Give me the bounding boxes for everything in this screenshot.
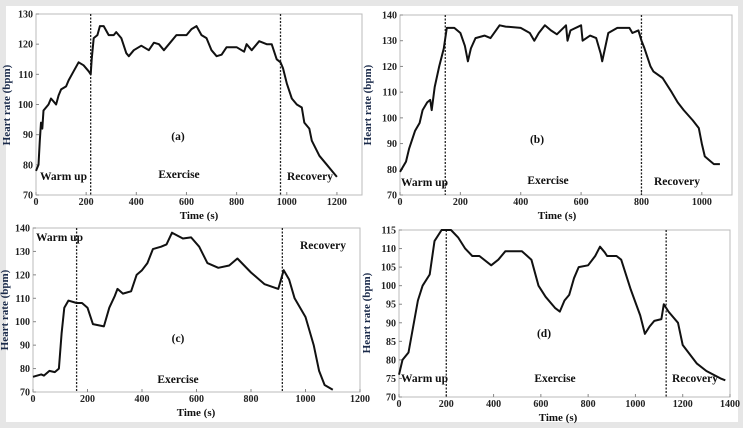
y-axis-label: Heart rate (bpm) <box>0 269 11 350</box>
x-tick-label: 1000 <box>692 197 712 208</box>
x-axis-label: Time (s) <box>539 412 578 424</box>
y-tick-label: 115 <box>382 226 396 237</box>
x-tick-label: 600 <box>179 197 194 208</box>
y-tick-label: 90 <box>386 318 396 329</box>
x-tick-label: 200 <box>79 197 94 208</box>
y-tick-label: 90 <box>387 139 397 150</box>
y-tick-label: 100 <box>15 317 30 328</box>
phase-label-exercise: Exercise <box>534 373 575 385</box>
y-tick-label: 130 <box>382 36 397 47</box>
y-tick-label: 110 <box>19 70 33 81</box>
y-tick-label: 100 <box>382 113 397 124</box>
x-axis-label: Time (s) <box>177 407 216 419</box>
y-tick-label: 110 <box>383 88 397 99</box>
phase-label-warm-up: Warm up <box>36 232 83 244</box>
x-tick-label: 800 <box>634 197 649 208</box>
panel-label: (c) <box>172 333 185 345</box>
heart-rate-line <box>32 231 334 391</box>
phase-label-recovery: Recovery <box>654 176 700 188</box>
heart-rate-line <box>35 25 338 178</box>
x-tick-label: 0 <box>34 197 39 208</box>
phase-label-recovery: Recovery <box>287 171 333 183</box>
y-tick-label: 80 <box>20 364 30 375</box>
y-tick-label: 110 <box>16 294 30 305</box>
x-tick-label: 800 <box>244 394 259 405</box>
y-tick-label: 80 <box>387 165 397 176</box>
x-tick-label: 800 <box>581 399 596 410</box>
x-tick-label: 1400 <box>720 399 740 410</box>
x-tick-label: 1200 <box>673 399 693 410</box>
subplot-c: 0 200 400 600 800 1000 1200 70 80 90 100 110 120 130 1… <box>0 224 370 420</box>
y-tick-label: 120 <box>18 40 33 51</box>
y-tick-label: 140 <box>15 224 30 235</box>
x-axis-label: Time (s) <box>180 210 219 222</box>
x-tick-label: 800 <box>229 197 244 208</box>
x-tick-label: 600 <box>574 197 589 208</box>
phase-label-exercise: Exercise <box>527 175 568 187</box>
x-tick-label: 1000 <box>277 197 297 208</box>
x-tick-label: 400 <box>135 394 150 405</box>
subplot-d: 0 200 400 600 800 1000 1200 1400 70 75 80 85 90 95 100… <box>361 226 740 425</box>
panel-label: (b) <box>530 134 544 146</box>
y-tick-label: 85 <box>386 337 396 348</box>
x-tick-label: 1200 <box>327 197 347 208</box>
panel-label: (a) <box>171 131 185 143</box>
plot-area <box>398 229 731 398</box>
x-tick-label: 200 <box>80 394 95 405</box>
y-tick-label: 70 <box>387 191 397 202</box>
subplot-a: 0 200 400 600 800 1000 1200 70 80 90 100 110 120 130 (… <box>1 10 363 222</box>
y-tick-label: 130 <box>18 10 33 21</box>
x-tick-label: 0 <box>397 399 402 410</box>
y-tick-label: 105 <box>381 263 396 274</box>
x-tick-label: 400 <box>486 399 501 410</box>
y-axis-label: Heart rate (bpm) <box>1 64 13 145</box>
y-axis-label: Heart rate (bpm) <box>362 64 374 145</box>
plot-area <box>32 227 361 393</box>
x-tick-label: 200 <box>453 197 468 208</box>
x-axis-label: Time (s) <box>538 210 577 222</box>
plot-area <box>399 14 733 196</box>
x-tick-label: 1200 <box>350 394 370 405</box>
x-tick-label: 600 <box>533 399 548 410</box>
y-tick-label: 100 <box>381 281 396 292</box>
x-tick-label: 1000 <box>625 399 645 410</box>
x-tick-label: 400 <box>129 197 144 208</box>
phase-label-warm-up: Warm up <box>401 373 448 385</box>
y-tick-label: 70 <box>20 388 30 399</box>
x-tick-label: 0 <box>398 197 403 208</box>
y-tick-label: 75 <box>386 374 396 385</box>
y-tick-label: 70 <box>386 393 396 404</box>
phase-label-exercise: Exercise <box>158 169 199 181</box>
y-tick-label: 80 <box>386 355 396 366</box>
panel-label: (d) <box>537 328 551 340</box>
x-tick-label: 1000 <box>296 394 316 405</box>
heart-rate-line <box>399 24 720 173</box>
phase-label-recovery: Recovery <box>300 240 346 252</box>
y-tick-label: 80 <box>23 160 33 171</box>
phase-label-recovery: Recovery <box>672 373 718 385</box>
phase-label-exercise: Exercise <box>157 374 198 386</box>
x-tick-label: 200 <box>439 399 454 410</box>
y-tick-label: 90 <box>23 130 33 141</box>
x-tick-label: 400 <box>513 197 528 208</box>
y-tick-label: 120 <box>382 62 397 73</box>
x-tick-label: 600 <box>189 394 204 405</box>
y-tick-label: 120 <box>15 270 30 281</box>
y-tick-label: 70 <box>23 191 33 202</box>
y-tick-label: 90 <box>20 341 30 352</box>
phase-label-warm-up: Warm up <box>401 177 448 189</box>
heart-rate-line <box>398 229 726 382</box>
y-axis-label: Heart rate (bpm) <box>361 272 373 353</box>
subplot-b: 0 200 400 600 800 1000 70 80 90 100 110 120 130 140 (b… <box>362 11 733 222</box>
y-tick-label: 140 <box>382 11 397 22</box>
x-tick-label: 0 <box>31 394 36 405</box>
phase-label-warm-up: Warm up <box>40 171 87 183</box>
y-tick-label: 100 <box>18 100 33 111</box>
y-tick-label: 110 <box>382 244 396 255</box>
plot-area <box>35 13 363 196</box>
y-tick-label: 95 <box>386 300 396 311</box>
y-tick-label: 130 <box>15 247 30 258</box>
